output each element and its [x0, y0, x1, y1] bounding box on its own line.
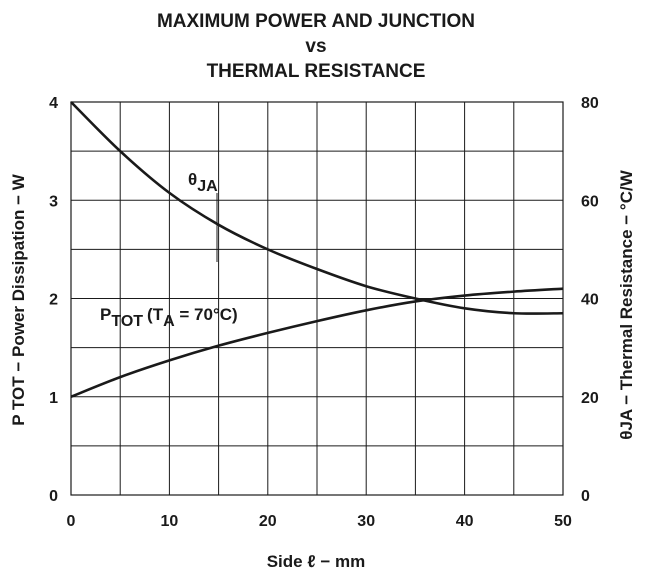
annotation-ptot-subscript: TOT [111, 313, 143, 330]
y-right-tick-label: 0 [581, 488, 590, 505]
y-left-tick-label: 3 [49, 193, 58, 210]
annotation-ptot-ta-subscript: A [163, 313, 175, 330]
x-tick-label: 50 [554, 513, 572, 530]
y-left-tick-label: 2 [49, 292, 58, 309]
x-tick-label: 30 [357, 513, 375, 530]
series-theta-ja-line [70, 101, 564, 315]
y-left-tick-label: 0 [49, 488, 58, 505]
y-left-axis-label: P TOT − Power Dissipation − W [9, 173, 28, 426]
y-left-tick-labels: 0 1 2 3 4 [49, 95, 58, 505]
x-tick-label: 40 [456, 513, 474, 530]
chart-title-line-1: MAXIMUM POWER AND JUNCTION [157, 11, 475, 32]
chart-title-line-3: THERMAL RESISTANCE [207, 61, 426, 82]
annotation-ptot: PTOT (TA = 70°C) [100, 305, 238, 330]
annotation-ptot-rest: = 70°C) [175, 305, 238, 324]
annotation-ptot-p: P [100, 305, 111, 324]
annotation-ptot-paren: (T [147, 305, 164, 324]
y-right-tick-label: 80 [581, 95, 599, 112]
x-tick-labels: 0 10 20 30 40 50 [67, 513, 572, 530]
chart-title-line-2: vs [305, 36, 326, 57]
plot-grid [71, 102, 563, 495]
x-tick-label: 0 [67, 513, 76, 530]
series-ptot-line [70, 287, 564, 398]
y-right-tick-label: 60 [581, 193, 599, 210]
x-axis-label: Side ℓ − mm [267, 552, 366, 571]
annotation-theta-ja: θJA [188, 170, 218, 195]
y-left-tick-label: 4 [49, 95, 58, 112]
y-right-tick-label: 40 [581, 292, 599, 309]
annotation-theta-symbol: θ [188, 170, 197, 189]
x-tick-label: 10 [161, 513, 179, 530]
y-left-tick-label: 1 [49, 390, 58, 407]
plot-frame [70, 101, 564, 496]
x-tick-label: 20 [259, 513, 277, 530]
y-right-axis-label: θJA − Thermal Resistance − °C/W [617, 169, 636, 439]
y-right-tick-label: 20 [581, 390, 599, 407]
annotation-theta-subscript: JA [197, 178, 218, 195]
y-right-tick-labels: 0 20 40 60 80 [581, 95, 599, 505]
